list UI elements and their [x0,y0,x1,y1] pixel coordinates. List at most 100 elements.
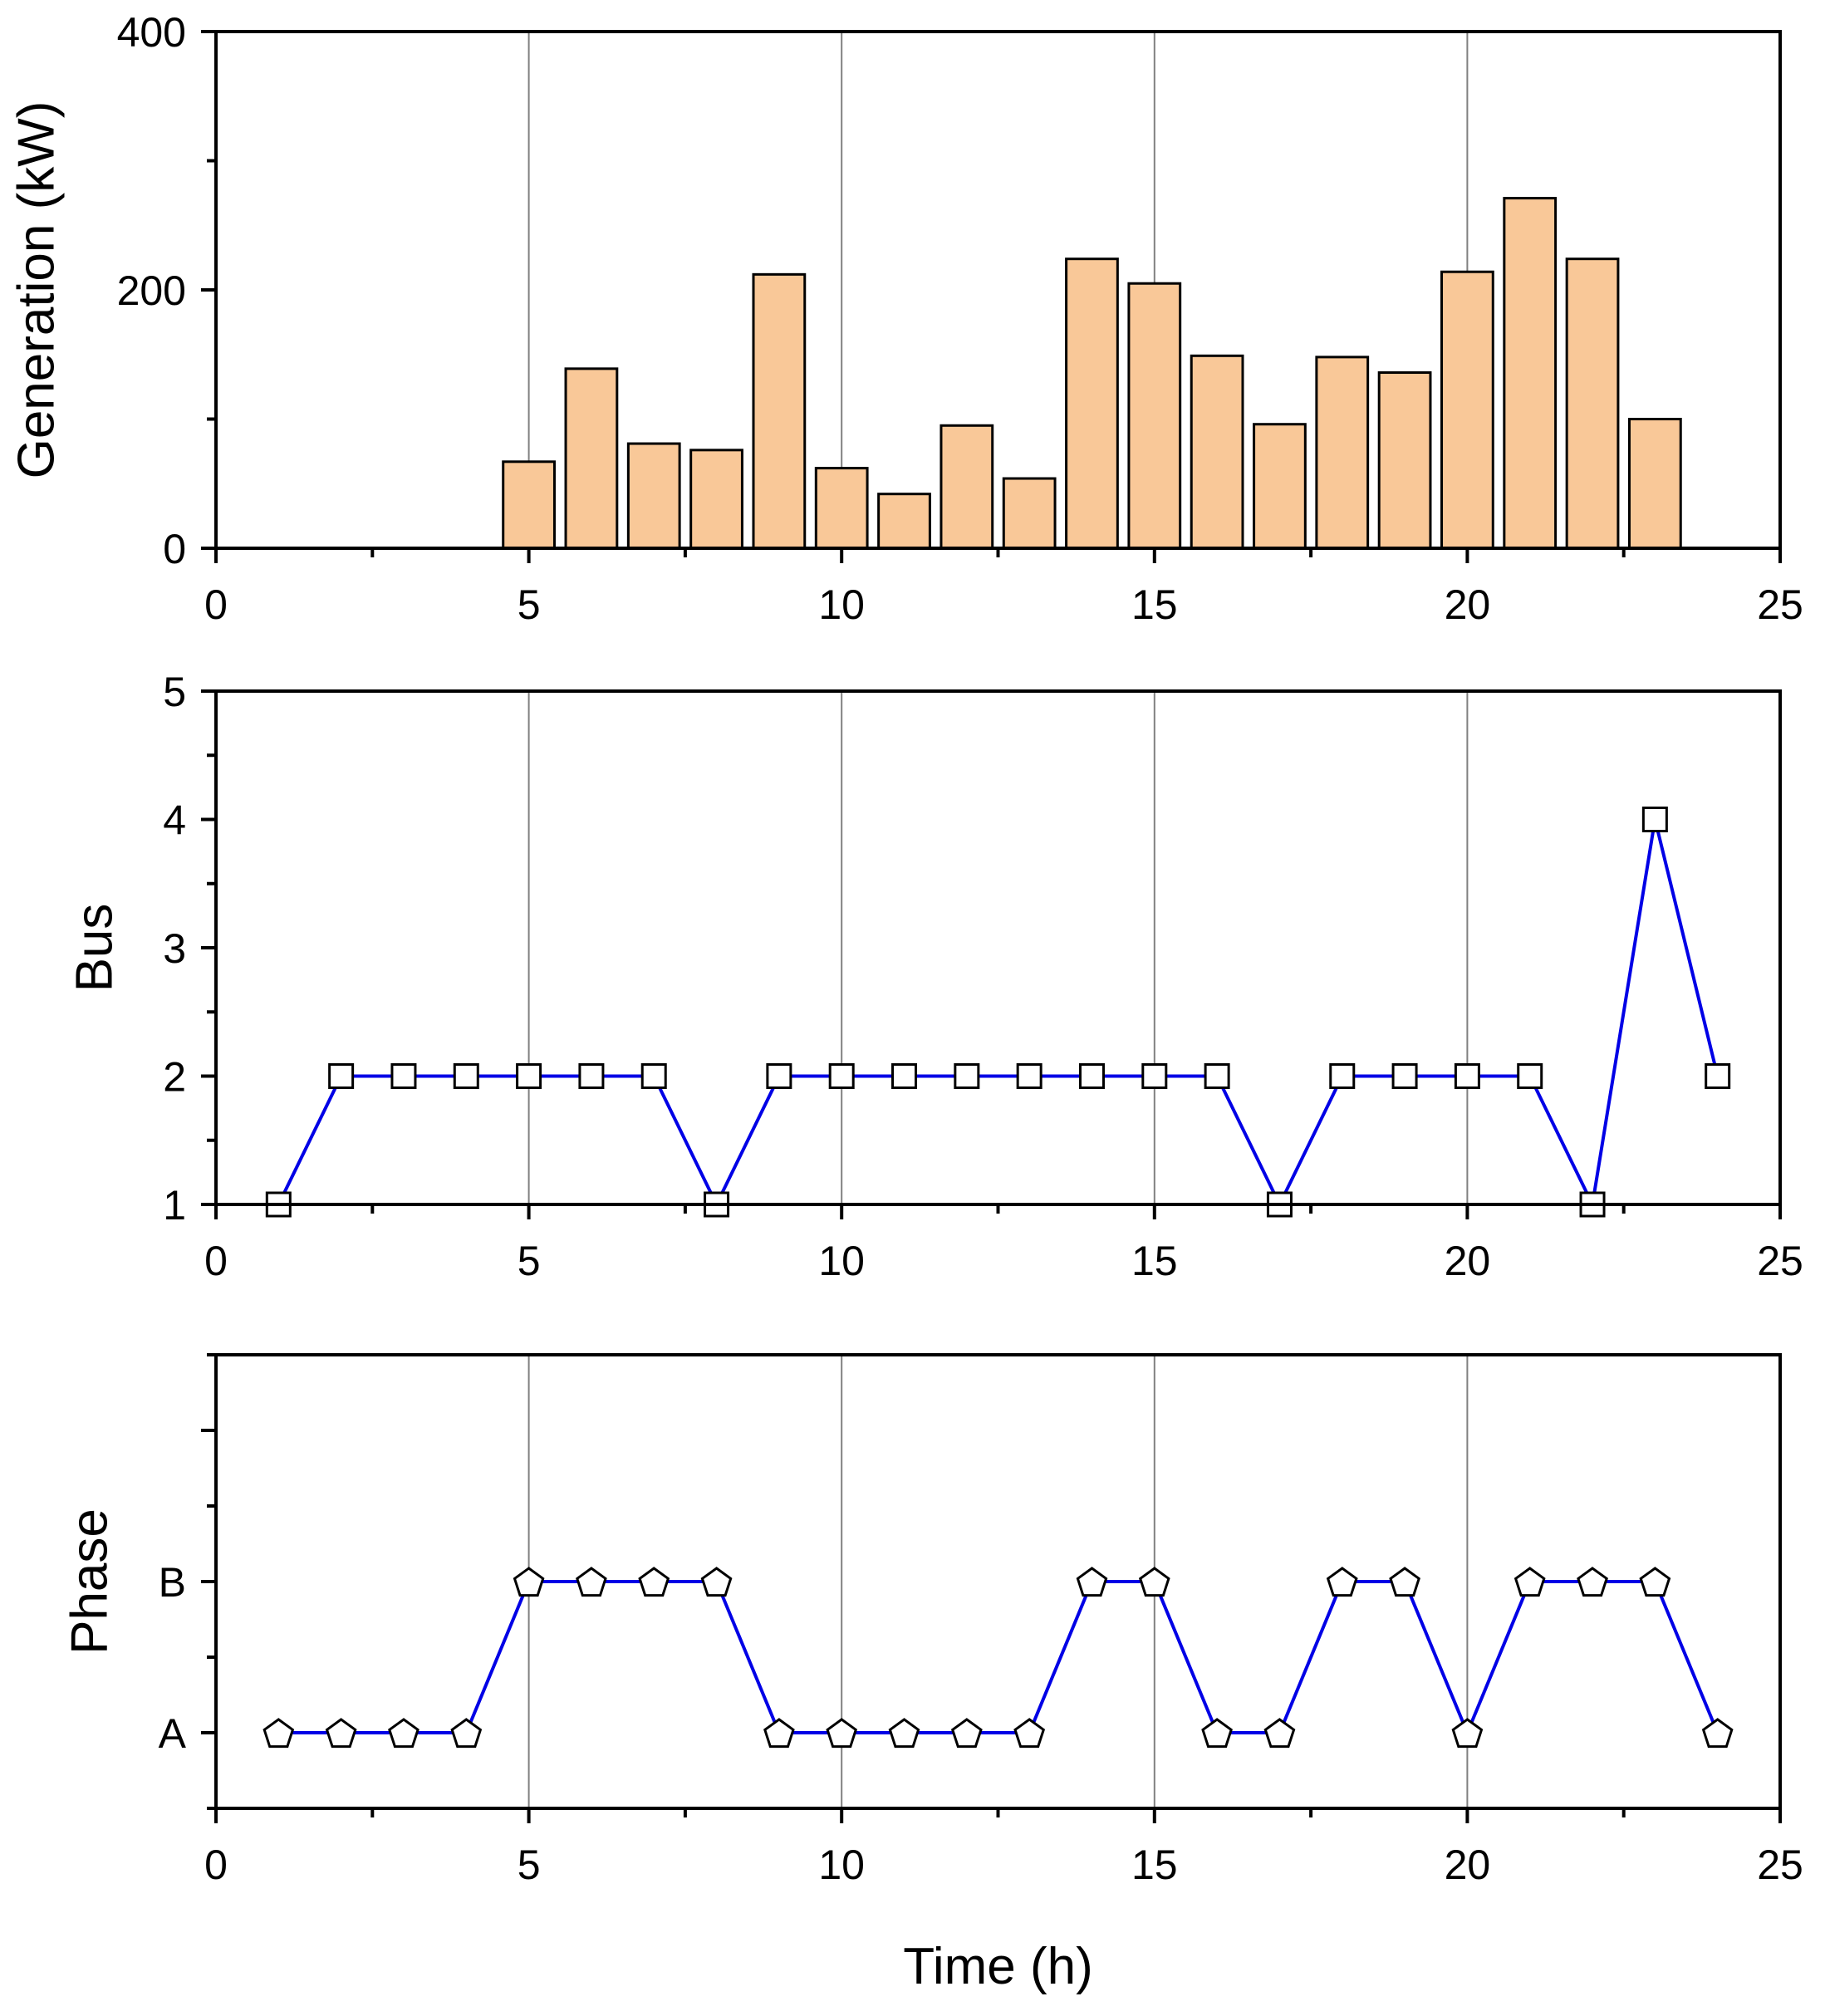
square-marker [390,1063,417,1089]
bus-gridlines [527,691,1469,1204]
y-tick-label: 3 [163,925,186,972]
generation-bars [502,197,1682,550]
bar [1627,418,1682,550]
pentagon-marker [763,1718,795,1749]
phase-series [262,1567,1734,1749]
x-tick-label: 10 [818,1842,865,1888]
x-tick-label: 10 [818,1238,865,1284]
pentagon-marker [826,1718,858,1749]
x-tick-label: 15 [1131,1842,1178,1888]
bus-y-axis-title: Bus [66,904,123,993]
pentagon-marker [1451,1718,1484,1749]
generation-y-tick-labels: 0 200 400 [117,9,186,572]
bar [1253,423,1307,550]
square-marker [1641,807,1668,832]
pentagon-marker [1513,1567,1546,1597]
pentagon-marker [262,1718,295,1749]
square-marker [578,1063,605,1089]
x-tick-label: 5 [518,1238,541,1284]
y-tick-label: 5 [163,669,186,715]
x-tick-label: 20 [1445,1842,1491,1888]
x-tick-label: 0 [204,581,228,628]
square-marker [1517,1063,1543,1089]
generation-ticks [201,30,1782,563]
pentagon-marker [1639,1567,1671,1597]
pentagon-marker [700,1567,733,1597]
x-tick-label: 5 [518,581,541,628]
phase-x-tick-labels: 0 5 10 15 20 25 [204,1842,1803,1888]
series-line [277,817,1720,1206]
square-marker [1391,1063,1418,1089]
pentagon-marker [1577,1567,1608,1597]
x-tick-label: 25 [1757,1238,1803,1284]
bar [1377,371,1432,550]
bar [939,424,994,550]
bus-ticks [201,689,1782,1219]
bar [1565,258,1620,550]
pentagon-marker [1326,1567,1358,1597]
bar [689,449,743,550]
pentagon-marker [1701,1718,1734,1749]
pentagon-marker [513,1567,545,1597]
phase-y-tick-labels: AB [159,1559,187,1757]
x-tick-label: 15 [1131,581,1178,628]
bar [877,493,931,550]
x-tick-label: 25 [1757,581,1803,628]
generation-panel: 0 5 10 15 20 25 0 200 400 Generation (kW) [7,9,1803,628]
pentagon-marker [388,1718,419,1749]
bar [1065,258,1119,550]
y-tick-label: B [159,1559,186,1606]
square-marker [891,1063,918,1089]
x-tick-label: 0 [204,1842,228,1888]
x-tick-label: 5 [518,1842,541,1888]
square-marker [453,1063,479,1089]
square-marker [1329,1063,1356,1089]
pentagon-marker [1263,1718,1296,1749]
pentagon-marker [450,1718,483,1749]
square-marker [1705,1063,1731,1089]
phase-y-axis-title: Phase [61,1508,118,1655]
square-marker [1078,1063,1105,1089]
pentagon-marker [1138,1567,1170,1597]
bar [1190,354,1244,550]
x-tick-label: 20 [1445,1238,1491,1284]
bar [814,467,869,550]
bus-series [265,807,1731,1218]
y-tick-label: 1 [163,1182,186,1229]
square-marker [640,1063,667,1089]
phase-panel: 0 5 10 15 20 25 AB Phase Time (h) [61,1353,1803,1995]
pentagon-marker [888,1718,920,1749]
bar [502,460,556,550]
y-tick-label: 2 [163,1054,186,1101]
y-tick-label: 4 [163,797,186,844]
pentagon-marker [1201,1718,1233,1749]
y-tick-label: 200 [117,267,186,314]
generation-x-tick-labels: 0 5 10 15 20 25 [204,581,1803,628]
square-marker [1454,1063,1480,1089]
bar [564,367,619,550]
phase-ticks [201,1353,1782,1823]
bar [626,442,681,550]
square-marker [1141,1063,1168,1089]
bus-x-tick-labels: 0 5 10 15 20 25 [204,1238,1803,1284]
pentagon-marker [950,1718,983,1749]
x-tick-label: 0 [204,1238,228,1284]
pentagon-marker [576,1567,607,1597]
square-marker [766,1063,792,1089]
time-x-axis-title: Time (h) [903,1938,1092,1995]
series-line [278,1580,1720,1734]
bar [1315,356,1370,550]
x-tick-label: 15 [1131,1238,1178,1284]
bus-y-tick-labels: 1 2 3 4 5 [163,669,186,1229]
pentagon-marker [638,1567,670,1597]
bar [1503,197,1558,550]
x-tick-label: 25 [1757,1842,1803,1888]
square-marker [328,1063,355,1089]
square-marker [516,1063,542,1089]
pentagon-marker [1076,1567,1108,1597]
generation-y-axis-title: Generation (kW) [7,101,65,479]
bar [1002,477,1057,550]
x-tick-label: 10 [818,581,865,628]
bus-panel: 0 5 10 15 20 25 1 2 3 4 5 Bus [66,669,1803,1284]
